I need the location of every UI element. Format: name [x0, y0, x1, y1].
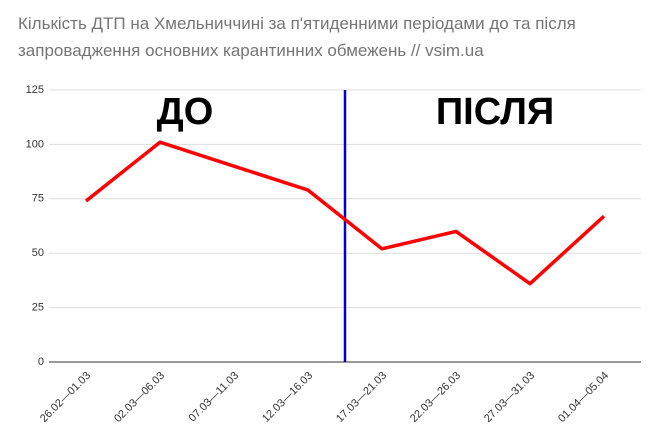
annotation: ДО	[157, 91, 214, 133]
chart-title: Кількість ДТП на Хмельниччині за п'ятиде…	[18, 14, 576, 60]
y-tick-label: 75	[32, 193, 44, 205]
x-tick-label: 17.03—21.03	[334, 370, 389, 425]
y-tick-label: 0	[38, 356, 44, 368]
y-tick-label: 25	[32, 302, 44, 314]
x-tick-label: 27.03—31.03	[482, 370, 537, 425]
data-line	[84, 140, 606, 286]
x-tick-label: 01.04—05.04	[556, 370, 611, 425]
annotation: ПІСЛЯ	[436, 91, 554, 133]
x-tick-label: 22.03—26.03	[408, 370, 463, 425]
y-tick-label: 125	[26, 84, 44, 96]
y-tick-label: 50	[32, 247, 44, 259]
y-tick-label: 100	[26, 138, 44, 150]
x-tick-label: 07.03—11.03	[187, 370, 242, 425]
x-tick-label: 02.03—06.03	[112, 370, 167, 425]
x-tick-label: 26.02—01.03	[38, 370, 93, 425]
x-tick-label: 12.03—16.03	[260, 370, 315, 425]
